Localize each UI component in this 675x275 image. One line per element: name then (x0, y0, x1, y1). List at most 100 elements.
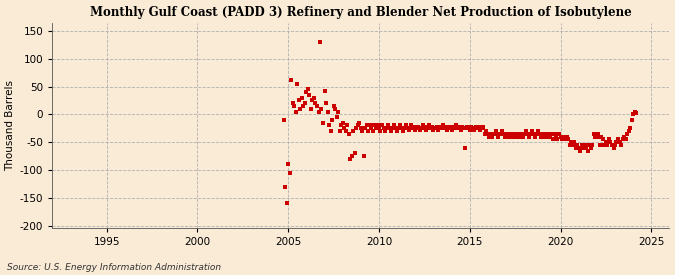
Point (292, 81, 302, 86)
Point (351, 126, 362, 130)
Point (522, 132, 533, 136)
Point (468, 126, 479, 130)
Point (622, 132, 632, 136)
Point (318, 120, 329, 125)
Point (448, 124, 458, 129)
Point (596, 134, 607, 139)
Point (360, 126, 371, 130)
Point (315, 40, 325, 44)
Point (510, 132, 520, 136)
Point (295, 106, 306, 111)
Point (381, 126, 392, 130)
Point (479, 132, 490, 136)
Point (338, 120, 348, 125)
Point (525, 132, 536, 136)
Point (325, 129, 336, 133)
Point (333, 109, 344, 114)
Point (454, 124, 464, 129)
Point (331, 115, 342, 119)
Point (523, 134, 534, 139)
Point (458, 126, 469, 130)
Point (599, 143, 610, 147)
Point (406, 123, 416, 128)
Point (513, 132, 524, 136)
Point (537, 132, 548, 136)
Point (464, 128, 475, 132)
Point (334, 129, 345, 133)
Point (416, 126, 427, 130)
Point (288, 101, 298, 105)
Point (375, 129, 386, 133)
Point (504, 132, 514, 136)
Point (563, 137, 574, 142)
Point (496, 129, 507, 133)
Point (514, 134, 525, 139)
Point (408, 124, 419, 129)
Point (628, 112, 639, 117)
Point (608, 145, 619, 150)
Point (587, 143, 597, 147)
Point (477, 126, 487, 130)
Point (344, 132, 354, 136)
Point (526, 129, 537, 133)
Point (478, 124, 489, 129)
Point (460, 145, 470, 150)
Point (363, 129, 374, 133)
Point (361, 123, 372, 128)
Point (394, 126, 404, 130)
Point (369, 123, 380, 128)
Point (385, 129, 396, 133)
Point (490, 129, 501, 133)
Point (364, 123, 375, 128)
Point (574, 148, 585, 153)
Point (418, 123, 429, 128)
Point (481, 129, 492, 133)
Point (443, 124, 454, 129)
Point (410, 128, 421, 132)
Point (502, 134, 513, 139)
Point (389, 123, 400, 128)
Point (451, 123, 462, 128)
Point (431, 124, 442, 129)
Point (429, 126, 440, 130)
Point (356, 126, 367, 130)
Point (617, 137, 628, 142)
Point (392, 129, 402, 133)
Point (304, 93, 315, 97)
Point (534, 132, 545, 136)
Point (402, 126, 413, 130)
Point (384, 126, 395, 130)
Point (590, 134, 601, 139)
Point (294, 98, 304, 103)
Point (533, 129, 543, 133)
Point (383, 123, 394, 128)
Point (500, 134, 510, 139)
Point (446, 128, 457, 132)
Point (437, 123, 448, 128)
Point (316, 106, 327, 111)
Point (607, 143, 618, 147)
Point (354, 120, 364, 125)
Point (519, 132, 530, 136)
Point (434, 124, 445, 129)
Point (373, 126, 384, 130)
Point (508, 134, 519, 139)
Point (602, 143, 613, 147)
Point (561, 134, 572, 139)
Point (296, 95, 307, 100)
Point (419, 126, 430, 130)
Point (624, 126, 635, 130)
Point (339, 126, 350, 130)
Point (529, 134, 540, 139)
Point (569, 140, 580, 144)
Point (567, 143, 578, 147)
Point (463, 126, 474, 130)
Point (306, 106, 317, 111)
Point (422, 124, 433, 129)
Point (401, 123, 412, 128)
Point (564, 143, 575, 147)
Point (308, 95, 319, 100)
Point (290, 109, 301, 114)
Point (377, 123, 387, 128)
Point (407, 126, 418, 130)
